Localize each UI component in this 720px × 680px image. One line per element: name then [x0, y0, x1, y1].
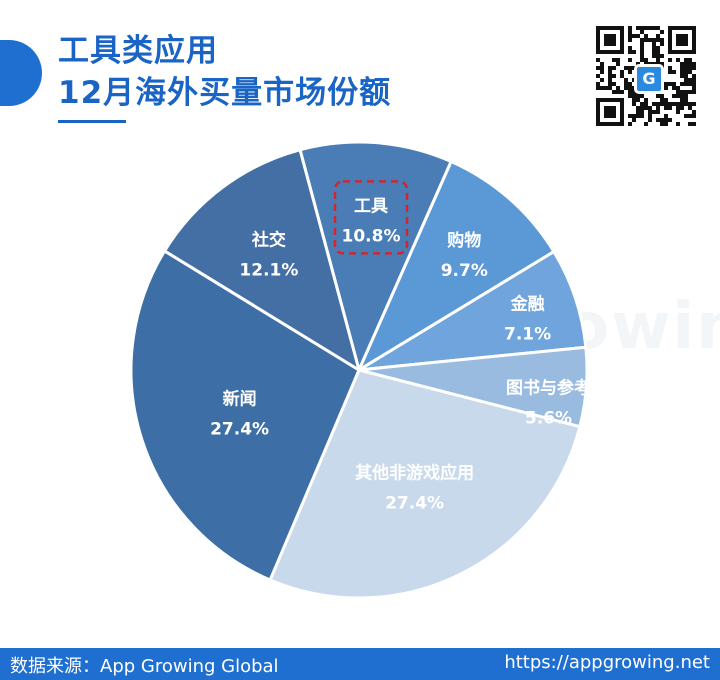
pie-slice-4: [268, 368, 582, 600]
pie-slice-1: [357, 159, 556, 372]
footer-bar: 数据来源：App Growing Global https://appgrowi…: [0, 648, 720, 680]
slice-value-5: 27.4%: [210, 419, 269, 439]
chart-title: 工具类应用 12月海外买量市场份额: [58, 30, 391, 114]
slice-label-3: 图书与参考: [506, 378, 591, 399]
title-underline: [58, 120, 126, 123]
appgrowing-logo-icon: G: [634, 64, 664, 94]
source-url-link[interactable]: https://appgrowing.net: [504, 652, 710, 673]
highlight-box: [333, 180, 409, 255]
data-source-label: 数据来源：App Growing Global: [10, 656, 279, 677]
pie-slice-5: [129, 249, 361, 582]
slice-value-2: 7.1%: [504, 325, 551, 345]
slice-label-6: 社交: [251, 229, 286, 250]
pie-slice-0: [298, 140, 453, 372]
slice-value-3: 5.6%: [525, 409, 572, 429]
slice-label-0: 工具: [354, 196, 388, 216]
slice-label-2: 金融: [510, 294, 545, 315]
qr-code-icon[interactable]: [596, 26, 696, 126]
slice-value-4: 27.4%: [385, 493, 444, 513]
chart-title-line2: 12月海外买量市场份额: [58, 75, 392, 111]
pie-chart: 工具 10.8% 购物 9.7% 金融 7.1% 图书与参考 5.6% 其他非游戏应用 27.4%…: [129, 140, 591, 600]
slice-value-1: 9.7%: [441, 261, 488, 281]
slice-value-0: 10.8%: [342, 226, 401, 246]
chart-title-line1: 工具类应用: [58, 33, 218, 69]
slice-value-6: 12.1%: [239, 260, 298, 280]
slice-label-5: 新闻: [223, 388, 257, 409]
slice-label-4: 其他非游戏应用: [355, 462, 474, 483]
pie-slice-2: [357, 250, 588, 372]
pie-slice-6: [163, 148, 361, 372]
slice-label-1: 购物: [447, 230, 481, 251]
